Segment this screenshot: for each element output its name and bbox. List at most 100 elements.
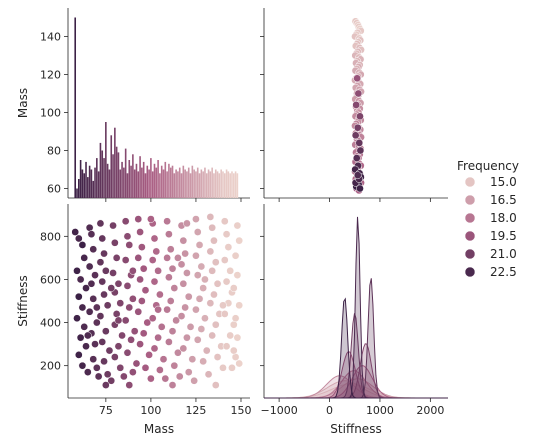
stiffness-vs-mass-scatter: [351, 17, 365, 195]
scatter-point: [127, 335, 135, 344]
scatter-point: [157, 323, 166, 331]
scatter-point: [73, 266, 81, 275]
x-tick-label: 1000: [366, 404, 394, 417]
scatter-point: [76, 333, 85, 342]
y-tick-label: 80: [47, 145, 61, 158]
panel-mass-stiffness: [67, 204, 250, 399]
scatter-point: [179, 236, 188, 245]
y-tick-label: 600: [40, 273, 61, 286]
scatter-point: [136, 340, 144, 348]
scatter-point: [96, 219, 105, 228]
x-tick-label: 2000: [416, 404, 444, 417]
scatter-point: [154, 305, 162, 314]
scatter-point: [150, 277, 159, 286]
scatter-point: [235, 236, 244, 245]
scatter-point: [179, 279, 188, 288]
scatter-point: [163, 217, 171, 226]
scatter-point: [177, 312, 186, 320]
scatter-point: [220, 217, 229, 226]
scatter-point: [85, 307, 94, 316]
scatter-point: [114, 342, 123, 351]
scatter-point: [220, 256, 229, 264]
scatter-point: [92, 303, 101, 312]
scatter-point: [109, 269, 117, 277]
legend-label: 16.5: [490, 193, 517, 207]
scatter-point: [111, 353, 119, 361]
x-tick-label: −1000: [261, 404, 298, 417]
scatter-point: [181, 303, 189, 312]
scatter-point: [76, 275, 85, 284]
scatter-point: [183, 269, 191, 277]
legend-marker: [464, 266, 476, 278]
scatter-point: [183, 219, 191, 228]
scatter-point: [184, 368, 193, 376]
scatter-point: [100, 357, 108, 366]
scatter-point: [101, 381, 110, 389]
xlabel-mass: Mass: [144, 422, 174, 436]
scatter-point: [101, 266, 110, 275]
scatter-point: [129, 368, 137, 376]
scatter-point: [174, 348, 182, 357]
scatter-point: [165, 273, 173, 282]
scatter-point: [163, 254, 171, 262]
y-tick-label: 120: [40, 69, 61, 82]
scatter-point: [154, 333, 162, 342]
scatter-point: [202, 346, 211, 355]
scatter-point: [123, 282, 132, 290]
scatter-point: [210, 236, 218, 245]
scatter-point: [138, 243, 146, 251]
scatter-point: [166, 245, 175, 254]
scatter-point: [89, 355, 98, 364]
y-tick-label: 200: [40, 360, 61, 373]
scatter-point: [73, 314, 81, 323]
scatter-point: [148, 256, 157, 264]
scatter-point: [210, 290, 218, 299]
legend-label: 21.0: [490, 247, 517, 261]
scatter-point: [107, 284, 116, 292]
x-tick-label: 0: [326, 404, 333, 417]
scatter-point: [233, 271, 242, 279]
scatter-point: [356, 184, 364, 193]
scatter-point: [85, 262, 94, 271]
scatter-point: [83, 368, 92, 376]
scatter-point: [138, 297, 146, 305]
scatter-point: [156, 366, 164, 374]
ylabel-stiffness: Stiffness: [16, 275, 30, 326]
x-tick-label: 150: [230, 404, 251, 417]
scatter-point: [190, 376, 198, 385]
scatter-point: [166, 297, 175, 305]
x-tick-label: 100: [140, 404, 161, 417]
scatter-point: [112, 310, 121, 318]
scatter-point: [233, 333, 242, 342]
scatter-point: [134, 215, 143, 223]
scatter-point: [159, 355, 168, 364]
scatter-point: [150, 234, 159, 243]
scatter-point: [89, 245, 98, 254]
scatter-point: [193, 335, 202, 344]
legend-label: 15.0: [490, 175, 517, 189]
scatter-point: [351, 131, 360, 140]
scatter-point: [204, 370, 213, 379]
scatter-point: [356, 112, 364, 121]
scatter-point: [141, 286, 150, 295]
scatter-point: [161, 374, 170, 383]
scatter-point: [145, 351, 153, 359]
scatter-point: [134, 307, 143, 316]
legend-label: 19.5: [490, 229, 517, 243]
scatter-point: [82, 342, 90, 351]
scatter-point: [183, 333, 191, 342]
scatter-point: [98, 277, 107, 286]
mass-vs-stiffness-scatter: [71, 213, 244, 389]
scatter-point: [130, 327, 139, 336]
y-tick-label: 60: [47, 183, 61, 196]
scatter-point: [141, 363, 150, 372]
scatter-point: [201, 275, 209, 284]
scatter-point: [229, 346, 238, 355]
scatter-point: [82, 284, 90, 292]
scatter-point: [206, 299, 215, 308]
scatter-point: [186, 323, 195, 331]
scatter-point: [109, 221, 117, 230]
scatter-point: [143, 318, 152, 327]
scatter-point: [71, 228, 80, 236]
scatter-point: [231, 314, 240, 323]
